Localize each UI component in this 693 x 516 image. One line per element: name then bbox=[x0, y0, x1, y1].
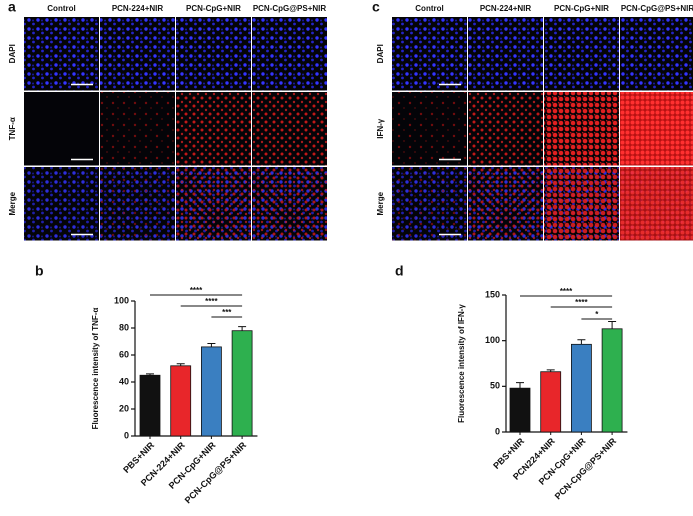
dapi-stain bbox=[620, 17, 693, 91]
cytokine-stain bbox=[100, 167, 175, 241]
column-header: Control bbox=[415, 4, 443, 13]
column-header: PCN-224+NIR bbox=[480, 4, 532, 13]
y-tick-label: 20 bbox=[119, 403, 129, 413]
error-bar bbox=[577, 339, 586, 345]
panel-label: a bbox=[8, 0, 16, 15]
row-label: DAPI bbox=[376, 44, 385, 63]
cytokine-stain bbox=[468, 92, 543, 166]
column-header: Control bbox=[47, 4, 75, 13]
cytokine-stain bbox=[252, 167, 327, 241]
row-label: IFN-γ bbox=[376, 118, 385, 139]
bar bbox=[571, 343, 592, 433]
cytokine-stain bbox=[252, 92, 327, 166]
row-label: Merge bbox=[376, 191, 385, 215]
dapi-stain bbox=[176, 17, 251, 91]
error-bar bbox=[207, 343, 216, 347]
y-tick-label: 60 bbox=[119, 349, 129, 359]
column-header: PCN-CpG+NIR bbox=[554, 4, 609, 13]
error-bar bbox=[546, 369, 555, 372]
dapi-stain bbox=[392, 17, 467, 91]
row-label: Merge bbox=[8, 191, 17, 215]
column-header: PCN-CpG@PS+NIR bbox=[621, 4, 693, 13]
dapi-stain bbox=[100, 17, 175, 91]
dapi-stain bbox=[544, 17, 619, 91]
y-tick-label: 0 bbox=[124, 430, 129, 440]
y-axis-title: Fluorescence intensity of TNF-α bbox=[91, 308, 100, 430]
cytokine-stain bbox=[392, 92, 467, 166]
dapi-stain bbox=[252, 17, 327, 91]
column-header: PCN-CpG@PS+NIR bbox=[253, 4, 327, 13]
cytokine-stain bbox=[392, 167, 467, 241]
significance-label: **** bbox=[190, 286, 203, 295]
row-label: DAPI bbox=[8, 44, 17, 63]
cytokine-stain bbox=[620, 167, 693, 241]
y-tick-label: 100 bbox=[114, 295, 129, 305]
dapi-stain bbox=[24, 167, 99, 241]
cytokine-stain bbox=[544, 92, 619, 166]
bar bbox=[170, 365, 192, 437]
micrograph bbox=[24, 92, 99, 166]
error-bar bbox=[608, 320, 617, 329]
column-header: PCN-CpG+NIR bbox=[186, 4, 241, 13]
y-tick-label: 50 bbox=[490, 381, 500, 391]
cytokine-stain bbox=[176, 167, 251, 241]
panel-label: c bbox=[372, 0, 380, 15]
y-tick-label: 150 bbox=[485, 289, 500, 299]
panel-label: d bbox=[395, 263, 404, 279]
dapi-stain bbox=[24, 17, 99, 91]
bar bbox=[200, 346, 222, 437]
row-label: TNF-α bbox=[8, 117, 17, 140]
cytokine-stain bbox=[468, 167, 543, 241]
x-tick-label: PCN-CpG@PS+NIR bbox=[553, 436, 619, 502]
cytokine-stain bbox=[176, 92, 251, 166]
error-bar bbox=[238, 326, 247, 331]
significance-label: *** bbox=[222, 308, 232, 317]
cytokine-stain bbox=[620, 92, 693, 166]
bar bbox=[540, 371, 562, 433]
y-tick-label: 40 bbox=[119, 376, 129, 386]
y-axis-title: Fluorescence intensity of IFN-γ bbox=[457, 304, 466, 423]
panel-label: b bbox=[35, 263, 44, 279]
cytokine-stain bbox=[100, 92, 175, 166]
cytokine-stain bbox=[544, 167, 619, 241]
y-tick-label: 100 bbox=[485, 335, 500, 345]
error-bar bbox=[516, 382, 524, 389]
significance-label: **** bbox=[575, 298, 588, 307]
bar bbox=[509, 387, 531, 433]
column-header: PCN-224+NIR bbox=[112, 4, 164, 13]
bar bbox=[231, 330, 253, 437]
y-tick-label: 80 bbox=[119, 322, 129, 332]
x-tick-label: PCN-CpG@PS+NIR bbox=[183, 440, 249, 506]
bar bbox=[139, 374, 161, 437]
error-bar bbox=[146, 373, 154, 376]
significance-label: **** bbox=[560, 287, 573, 296]
significance-label: * bbox=[595, 310, 599, 319]
bar bbox=[601, 328, 623, 433]
y-tick-label: 0 bbox=[495, 426, 500, 436]
dapi-stain bbox=[468, 17, 543, 91]
error-bar bbox=[176, 363, 185, 366]
significance-label: **** bbox=[205, 297, 218, 306]
